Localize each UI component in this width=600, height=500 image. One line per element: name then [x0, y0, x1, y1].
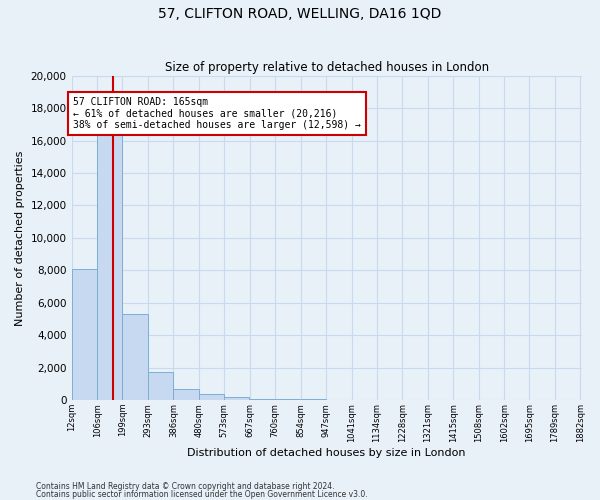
Text: 57, CLIFTON ROAD, WELLING, DA16 1QD: 57, CLIFTON ROAD, WELLING, DA16 1QD: [158, 8, 442, 22]
Text: Contains public sector information licensed under the Open Government Licence v3: Contains public sector information licen…: [36, 490, 368, 499]
Bar: [71, 268, 97, 400]
Bar: [173, 390, 199, 400]
Bar: [122, 314, 148, 400]
Bar: [97, 129, 122, 400]
Bar: [275, 399, 301, 400]
Bar: [224, 397, 250, 400]
Bar: [148, 372, 173, 400]
Title: Size of property relative to detached houses in London: Size of property relative to detached ho…: [164, 62, 489, 74]
Text: 57 CLIFTON ROAD: 165sqm
← 61% of detached houses are smaller (20,216)
38% of sem: 57 CLIFTON ROAD: 165sqm ← 61% of detache…: [73, 97, 361, 130]
Text: Contains HM Land Registry data © Crown copyright and database right 2024.: Contains HM Land Registry data © Crown c…: [36, 482, 335, 491]
Bar: [199, 394, 224, 400]
Y-axis label: Number of detached properties: Number of detached properties: [15, 150, 25, 326]
X-axis label: Distribution of detached houses by size in London: Distribution of detached houses by size …: [187, 448, 466, 458]
Bar: [250, 398, 275, 400]
